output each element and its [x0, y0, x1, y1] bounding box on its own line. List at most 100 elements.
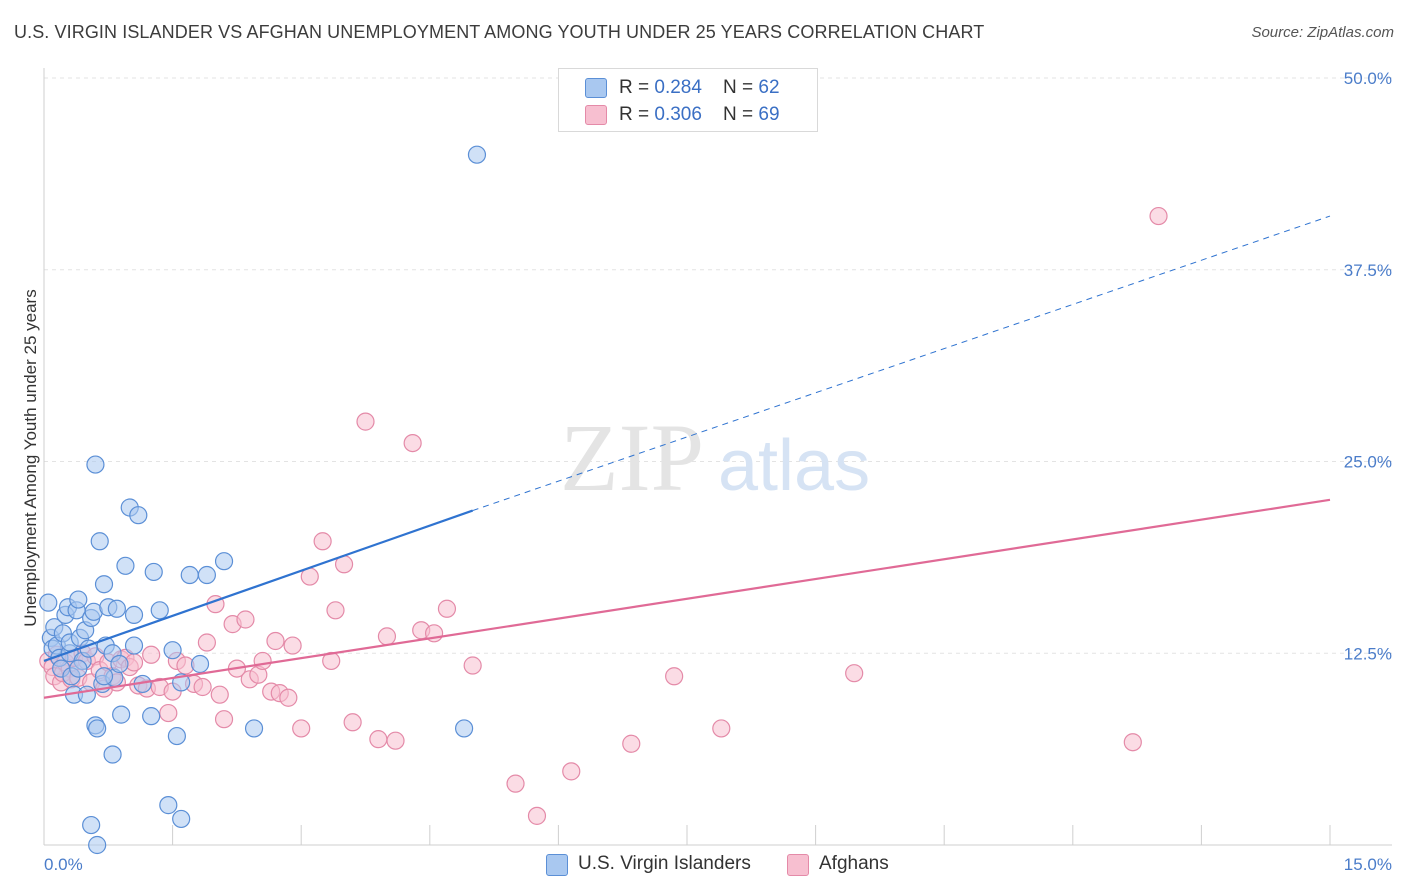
afghans-point: [369, 730, 388, 749]
grid-lines: [44, 77, 1392, 654]
virgin-islanders-point: [180, 565, 199, 585]
watermark-zip: ZIP: [560, 404, 704, 511]
virgin-islanders-point: [69, 590, 88, 609]
legend-r-value: 0.284: [654, 77, 702, 98]
virgin-islanders-point: [88, 719, 107, 738]
chart-title: U.S. VIRGIN ISLANDER VS AFGHAN UNEMPLOYM…: [14, 22, 985, 42]
source-label: Source: ZipAtlas.com: [1251, 24, 1394, 41]
afghans-point: [527, 806, 547, 825]
virgin-islanders-point: [150, 601, 169, 620]
virgin-islanders-point: [159, 796, 178, 815]
virgin-islanders-point: [124, 605, 144, 625]
virgin-islanders-point: [454, 719, 474, 738]
virgin-islanders-point: [94, 667, 114, 686]
afghans-point: [1149, 206, 1168, 226]
afghans-point: [193, 677, 212, 697]
trend-virgin-islanders-solid: [43, 509, 474, 662]
x-tick-label: 15.0%: [1344, 855, 1392, 874]
y-tick-label: 25.0%: [1344, 453, 1392, 472]
virgin-islanders-point: [467, 145, 487, 164]
afghans-point: [283, 636, 302, 655]
legend-n-label: N =: [723, 77, 759, 98]
virgin-islanders-point: [163, 641, 182, 660]
afghans-point: [377, 627, 397, 646]
virgin-islanders-point: [144, 562, 163, 582]
legend-r-label: R =: [619, 104, 655, 125]
bottom-legend-swatch-blue: [546, 854, 568, 876]
afghans-point: [159, 703, 178, 723]
afghans-point: [1123, 733, 1142, 752]
afghans-point: [622, 734, 641, 753]
series-virgin-islanders-points: [39, 145, 487, 855]
trend-virgin-islanders-dashed: [472, 215, 1331, 512]
virgin-islanders-point: [86, 455, 105, 474]
legend-n-value: 69: [758, 104, 780, 125]
afghans-point: [326, 601, 345, 620]
virgin-islanders-point: [103, 745, 122, 764]
virgin-islanders-point: [94, 575, 114, 594]
virgin-islanders-point: [167, 726, 186, 746]
virgin-islanders-point: [112, 705, 131, 724]
afghans-point: [142, 645, 161, 664]
afghans-point: [712, 719, 731, 738]
virgin-islanders-point: [116, 556, 135, 575]
afghans-point: [386, 731, 405, 750]
virgin-islanders-point: [90, 532, 109, 551]
virgin-islanders-point: [190, 654, 210, 674]
afghans-point: [253, 651, 272, 671]
axes: [43, 68, 1392, 846]
virgin-islanders-point: [214, 552, 234, 571]
afghans-point: [665, 667, 684, 686]
afghans-point: [292, 719, 311, 738]
bottom-legend-swatch-pink: [787, 854, 809, 876]
afghans-point: [313, 532, 332, 551]
series-afghans-points: [39, 206, 1168, 825]
virgin-islanders-point: [124, 636, 144, 655]
legend-n-label: N =: [723, 104, 759, 125]
x-tick-label: 0.0%: [44, 855, 83, 874]
y-tick-label: 12.5%: [1344, 644, 1392, 663]
y-tick-label: 50.0%: [1344, 69, 1392, 88]
afghans-point: [322, 651, 341, 671]
afghans-point: [236, 610, 255, 629]
legend-swatch-pink: [585, 105, 607, 125]
virgin-islanders-point: [129, 506, 148, 525]
virgin-islanders-point: [107, 599, 126, 618]
legend-r-label: R =: [619, 77, 655, 98]
bottom-legend-label: Afghans: [819, 853, 889, 874]
trend-lines: [43, 215, 1331, 699]
afghans-point: [506, 774, 525, 793]
y-tick-label: 37.5%: [1344, 261, 1392, 280]
afghans-point: [845, 664, 864, 683]
afghans-point: [197, 633, 216, 652]
legend: R = 0.284 N = 62 R = 0.306 N = 69: [558, 68, 818, 132]
virgin-islanders-point: [77, 685, 96, 704]
afghans-point: [343, 713, 362, 732]
virgin-islanders-point: [88, 835, 107, 855]
virgin-islanders-point: [110, 654, 129, 674]
afghans-point: [562, 762, 581, 781]
afghans-point: [214, 710, 234, 729]
bottom-legend-label: U.S. Virgin Islanders: [578, 853, 751, 874]
virgin-islanders-point: [244, 719, 264, 738]
legend-n-value: 62: [758, 77, 780, 98]
tick-labels: 12.5% 25.0% 37.5% 50.0% 0.0% 15.0%: [44, 69, 1392, 874]
virgin-islanders-point: [197, 565, 216, 585]
virgin-islanders-point: [39, 593, 58, 612]
virgin-islanders-point: [69, 659, 88, 678]
virgin-islanders-point: [172, 809, 191, 829]
afghans-point: [279, 688, 298, 707]
afghans-point: [266, 631, 285, 651]
virgin-islanders-point: [82, 815, 101, 835]
afghans-point: [356, 412, 375, 431]
afghans-point: [463, 656, 482, 675]
trend-afghans: [43, 498, 1331, 699]
virgin-islanders-point: [142, 707, 161, 726]
watermark-atlas: atlas: [718, 426, 870, 506]
legend-swatch-blue: [585, 78, 607, 98]
afghans-point: [403, 433, 422, 453]
afghans-point: [210, 685, 229, 704]
y-axis-label: Unemployment Among Youth under 25 years: [21, 289, 40, 626]
legend-r-value: 0.306: [654, 104, 702, 125]
